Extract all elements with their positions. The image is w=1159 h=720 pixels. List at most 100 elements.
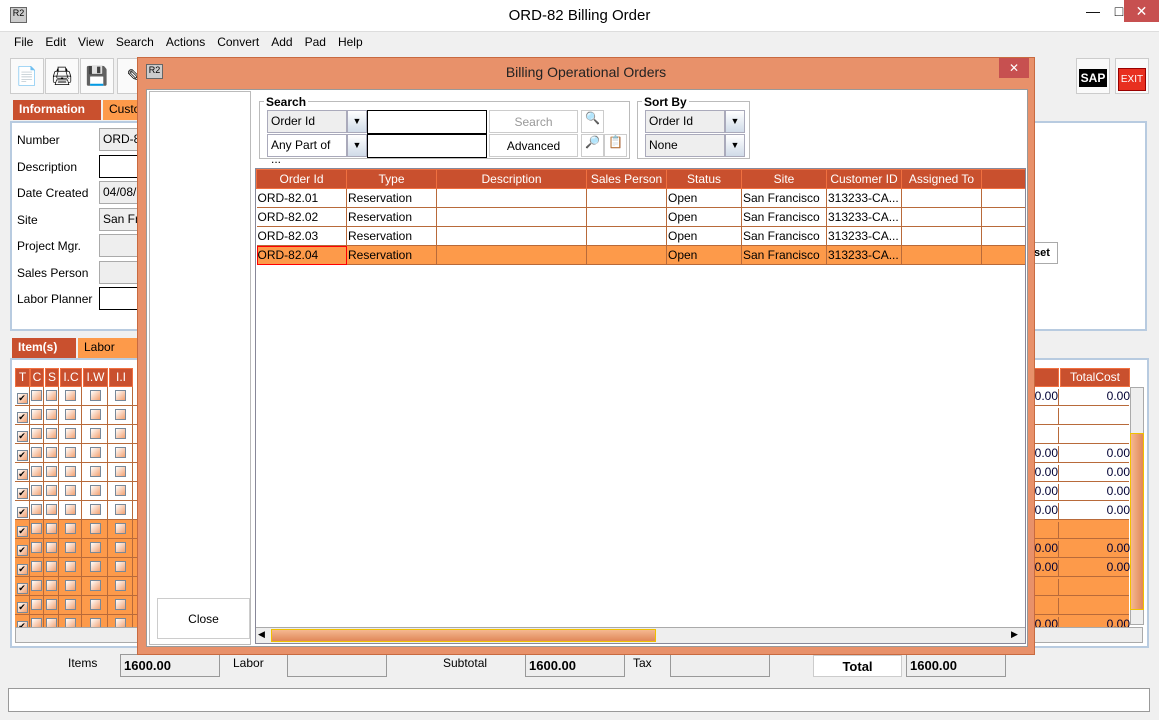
dialog-close-icon[interactable]: ✕ bbox=[999, 58, 1029, 78]
field-input[interactable]: ORD-8 bbox=[99, 128, 139, 151]
checkbox[interactable] bbox=[31, 561, 42, 572]
menu-pad[interactable]: Pad bbox=[304, 35, 326, 49]
field-input[interactable]: San Fr bbox=[99, 207, 139, 231]
checkbox[interactable] bbox=[89, 599, 101, 610]
checkbox[interactable] bbox=[115, 447, 126, 458]
search-input-primary[interactable] bbox=[367, 110, 487, 134]
advanced-search-icon[interactable]: 🔎 bbox=[581, 134, 604, 157]
grid-header[interactable]: C bbox=[30, 368, 44, 387]
save-icon[interactable]: 💾 bbox=[80, 58, 114, 94]
checkbox[interactable] bbox=[115, 580, 126, 591]
checkbox[interactable]: ✔ bbox=[16, 450, 28, 461]
chevron-down-icon[interactable]: ▼ bbox=[725, 134, 745, 157]
checkbox[interactable] bbox=[31, 542, 42, 553]
close-window-button[interactable]: ✕ bbox=[1124, 0, 1159, 22]
grid-header[interactable]: I.C bbox=[60, 368, 82, 387]
maximize-button[interactable]: □ bbox=[1114, 3, 1124, 19]
checkbox[interactable] bbox=[65, 409, 76, 420]
checkbox[interactable] bbox=[31, 428, 42, 439]
checkbox[interactable]: ✔ bbox=[16, 564, 28, 575]
exit-button[interactable]: EXIT bbox=[1115, 58, 1149, 94]
menu-actions[interactable]: Actions bbox=[165, 35, 206, 49]
checkbox[interactable] bbox=[115, 504, 126, 515]
checkbox[interactable] bbox=[89, 580, 101, 591]
column-header[interactable]: Status bbox=[666, 169, 742, 189]
search-input-secondary[interactable] bbox=[367, 134, 487, 158]
column-header[interactable]: Order Id bbox=[256, 169, 347, 189]
menu-convert[interactable]: Convert bbox=[217, 35, 260, 49]
checkbox[interactable] bbox=[65, 390, 76, 401]
checkbox[interactable] bbox=[46, 409, 57, 420]
sort-primary-select[interactable]: Order Id bbox=[645, 110, 725, 133]
checkbox[interactable] bbox=[31, 390, 42, 401]
checkbox[interactable]: ✔ bbox=[16, 545, 28, 556]
checkbox[interactable] bbox=[115, 523, 126, 534]
checkbox[interactable] bbox=[65, 523, 76, 534]
sort-secondary-select[interactable]: None bbox=[645, 134, 725, 157]
new-document-icon[interactable]: 📄 bbox=[10, 58, 44, 94]
search-options-icon[interactable]: 📋 bbox=[604, 134, 627, 157]
checkbox[interactable] bbox=[65, 428, 76, 439]
column-header[interactable]: Type bbox=[346, 169, 437, 189]
checkbox[interactable] bbox=[65, 561, 76, 572]
table-row[interactable]: ORD-82.02 Reservation Open San Francisco 313… bbox=[256, 207, 1025, 227]
close-button[interactable]: Close bbox=[157, 598, 250, 639]
checkbox[interactable]: ✔ bbox=[16, 488, 28, 499]
checkbox[interactable] bbox=[89, 466, 101, 477]
checkbox[interactable]: ✔ bbox=[16, 469, 28, 480]
column-header[interactable]: Sales Person bbox=[586, 169, 667, 189]
menu-view[interactable]: View bbox=[78, 35, 104, 49]
scroll-right-arrow[interactable]: ▶ bbox=[1011, 629, 1018, 639]
checkbox[interactable]: ✔ bbox=[16, 507, 28, 518]
checkbox[interactable] bbox=[89, 485, 101, 496]
checkbox[interactable]: ✔ bbox=[16, 431, 28, 442]
checkbox[interactable] bbox=[46, 447, 57, 458]
checkbox[interactable] bbox=[115, 561, 126, 572]
table-row[interactable]: ORD-82.04 Reservation Open San Francisco 313… bbox=[256, 245, 1025, 265]
column-header[interactable]: Description bbox=[436, 169, 587, 189]
field-input[interactable] bbox=[99, 287, 139, 310]
field-input[interactable]: 04/08/2 bbox=[99, 181, 139, 204]
scroll-left-arrow[interactable]: ◀ bbox=[258, 629, 265, 639]
checkbox[interactable] bbox=[46, 504, 57, 515]
checkbox[interactable] bbox=[89, 561, 101, 572]
chevron-down-icon[interactable]: ▼ bbox=[725, 110, 745, 133]
checkbox[interactable] bbox=[46, 542, 57, 553]
checkbox[interactable] bbox=[89, 504, 101, 515]
grid-header[interactable]: T bbox=[15, 368, 30, 387]
tab-labor[interactable]: Labor bbox=[78, 338, 138, 358]
minimize-button[interactable]: — bbox=[1086, 3, 1100, 19]
checkbox[interactable] bbox=[65, 580, 76, 591]
checkbox[interactable] bbox=[46, 466, 57, 477]
checkbox[interactable] bbox=[31, 409, 42, 420]
checkbox[interactable] bbox=[31, 504, 42, 515]
checkbox[interactable] bbox=[46, 390, 57, 401]
checkbox[interactable] bbox=[46, 523, 57, 534]
checkbox[interactable] bbox=[65, 599, 76, 610]
field-input[interactable] bbox=[99, 234, 139, 257]
magnifier-icon[interactable]: 🔍 bbox=[581, 110, 604, 133]
checkbox[interactable] bbox=[65, 542, 76, 553]
checkbox[interactable] bbox=[65, 447, 76, 458]
checkbox[interactable] bbox=[115, 485, 126, 496]
horizontal-scrollbar[interactable]: ◀ ▶ bbox=[256, 627, 1025, 643]
menu-help[interactable]: Help bbox=[337, 35, 363, 49]
checkbox[interactable] bbox=[89, 409, 101, 420]
column-header[interactable] bbox=[981, 169, 1025, 189]
checkbox[interactable]: ✔ bbox=[16, 526, 28, 537]
checkbox[interactable]: ✔ bbox=[16, 602, 28, 613]
grid-header[interactable]: S bbox=[45, 368, 59, 387]
table-row[interactable]: ORD-82.01 Reservation Open San Francisco 313… bbox=[256, 188, 1025, 208]
checkbox[interactable] bbox=[46, 428, 57, 439]
checkbox[interactable] bbox=[115, 390, 126, 401]
reset-button[interactable]: set bbox=[1033, 242, 1058, 264]
checkbox[interactable]: ✔ bbox=[16, 393, 28, 404]
checkbox[interactable] bbox=[115, 466, 126, 477]
checkbox[interactable] bbox=[89, 542, 101, 553]
menu-file[interactable]: File bbox=[14, 35, 34, 49]
checkbox[interactable] bbox=[46, 561, 57, 572]
checkbox[interactable] bbox=[115, 542, 126, 553]
column-header[interactable]: Site bbox=[741, 169, 827, 189]
scrollbar-thumb[interactable] bbox=[1130, 433, 1144, 610]
field-input[interactable] bbox=[99, 260, 139, 284]
